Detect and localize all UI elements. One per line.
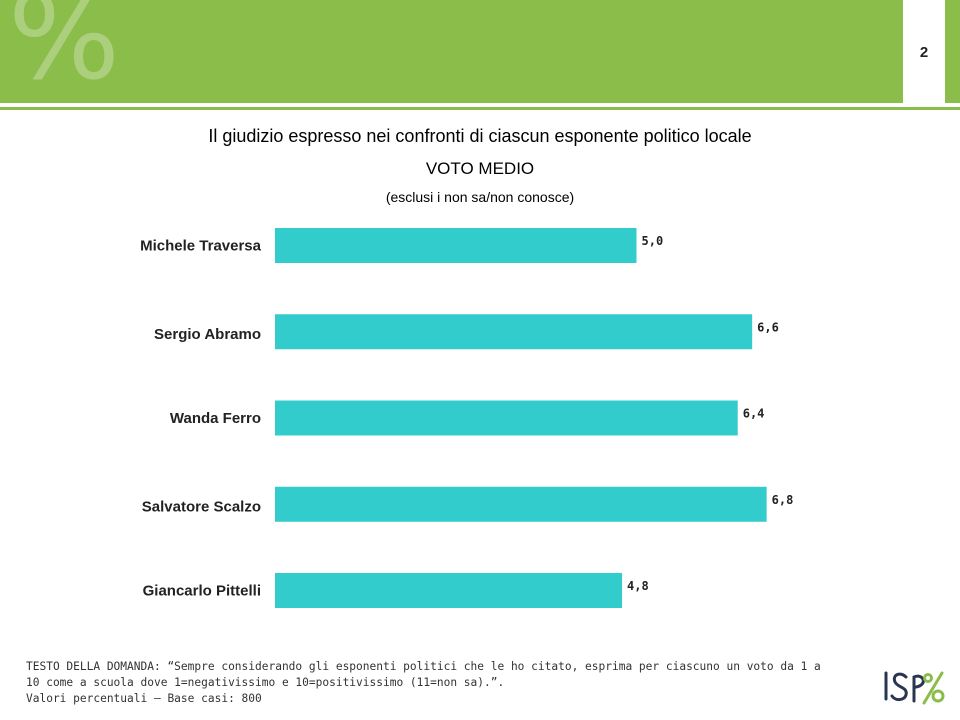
chart-subtitle: VOTO MEDIO [425,159,535,178]
bar-michele-traversa [275,228,637,263]
footnote: TESTO DELLA DOMANDA: “Sempre considerand… [26,659,826,707]
header-band-right [945,0,960,103]
footnote-question: TESTO DELLA DOMANDA: “Sempre considerand… [26,660,821,689]
bar-salvatore-scalzo [275,486,767,522]
bar-sergio-abramo [275,314,753,350]
category-label: Wanda Ferro [170,410,261,427]
bar-giancarlo-pittelli [275,573,623,608]
bar-chart: Michele Traversa 5,0 Sergio Abramo 6,6 Wanda… [140,228,794,608]
ispo-logo [884,671,945,705]
value-label: 6,4 [743,407,765,421]
category-label: Giancarlo Pittelli [143,583,261,600]
header-rule [0,107,960,110]
page-number: 2 [919,44,929,61]
percent-watermark: % [8,0,121,106]
bar-wanda-ferro [275,400,738,436]
header-band: % [0,0,903,103]
value-label: 4,8 [627,579,649,593]
chart-title: Il giudizio espresso nei confronti di ci… [208,126,752,146]
category-label: Michele Traversa [140,238,262,255]
value-label: 6,8 [772,493,794,507]
category-label: Salvatore Scalzo [142,498,261,515]
footnote-base: Valori percentuali – Base casi: 800 [26,692,262,705]
category-label: Sergio Abramo [154,326,261,343]
value-label: 5,0 [642,234,664,248]
chart-note: (esclusi i non sa/non conosce) [385,189,575,205]
value-label: 6,6 [757,320,779,334]
